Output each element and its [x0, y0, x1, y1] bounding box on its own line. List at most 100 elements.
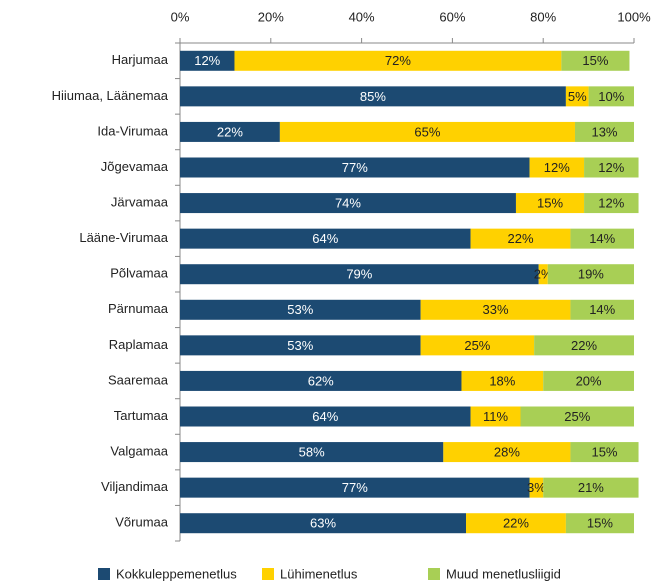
bar-segment	[561, 50, 630, 71]
y-tick-label: Harjumaa	[112, 52, 169, 67]
y-tick-label: Pärnumaa	[108, 301, 169, 316]
bar-segment	[588, 86, 634, 107]
bar-segment	[538, 264, 548, 285]
value-label: 58%	[299, 445, 325, 460]
value-label: 62%	[308, 373, 334, 388]
legend-label: Muud menetlusliigid	[446, 566, 561, 581]
bar-segment	[180, 86, 566, 107]
x-tick-label: 80%	[530, 9, 556, 24]
y-tick-label: Põlvamaa	[110, 266, 169, 281]
y-tick-label: Võrumaa	[115, 515, 169, 530]
x-tick-label: 0%	[171, 9, 190, 24]
bar-segment	[180, 513, 467, 534]
bar-segment	[180, 335, 421, 356]
x-tick-label: 40%	[349, 9, 375, 24]
value-label: 64%	[312, 231, 338, 246]
value-label: 25%	[464, 338, 490, 353]
bar-segment	[180, 264, 539, 285]
bar-segment	[180, 477, 530, 498]
value-label: 15%	[537, 196, 563, 211]
bar-segment	[565, 513, 634, 534]
value-label: 85%	[360, 89, 386, 104]
y-tick-label: Valgamaa	[110, 444, 168, 459]
value-label: 14%	[589, 231, 615, 246]
bar-segment	[443, 442, 571, 463]
y-tick-label: Ida-Virumaa	[97, 123, 168, 138]
value-label: 74%	[335, 196, 361, 211]
bar-segment	[570, 228, 634, 249]
bar-segment	[461, 370, 544, 391]
value-label: 20%	[576, 373, 602, 388]
y-tick-label: Järvamaa	[111, 195, 169, 210]
bar-segment	[547, 264, 634, 285]
bar-segment	[420, 335, 535, 356]
y-tick-label: Lääne-Virumaa	[79, 230, 168, 245]
value-label: 79%	[346, 267, 372, 282]
bar-segment	[570, 442, 639, 463]
legend-swatch	[428, 568, 440, 580]
value-label: 77%	[342, 480, 368, 495]
value-label: 22%	[571, 338, 597, 353]
value-label: 53%	[287, 302, 313, 317]
bar-segment	[543, 370, 634, 391]
value-label: 77%	[342, 160, 368, 175]
y-tick-label: Tartumaa	[114, 408, 169, 423]
bar-segment	[543, 477, 639, 498]
bar-segment	[529, 157, 585, 178]
bar-segment	[470, 406, 521, 427]
value-label: 53%	[287, 338, 313, 353]
value-label: 15%	[591, 445, 617, 460]
legend-swatch	[98, 568, 110, 580]
bar-segment	[584, 193, 639, 214]
y-tick-label: Raplamaa	[109, 337, 169, 352]
value-label: 22%	[217, 124, 243, 139]
value-label: 3%	[527, 480, 546, 495]
value-label: 21%	[578, 480, 604, 495]
value-label: 5%	[568, 89, 587, 104]
value-label: 18%	[489, 373, 515, 388]
y-tick-label: Saaremaa	[108, 372, 169, 387]
value-label: 12%	[598, 160, 624, 175]
value-label: 72%	[385, 53, 411, 68]
x-tick-label: 100%	[617, 9, 651, 24]
value-label: 15%	[587, 516, 613, 531]
value-label: 10%	[598, 89, 624, 104]
bar-segment	[470, 228, 571, 249]
value-label: 63%	[310, 516, 336, 531]
bar-segment	[574, 121, 634, 142]
legend-swatch	[262, 568, 274, 580]
bar-segment	[534, 335, 634, 356]
bar-segment	[234, 50, 562, 71]
bar-segment	[420, 299, 571, 320]
value-label: 65%	[414, 124, 440, 139]
bar-segment	[565, 86, 589, 107]
bar-segment	[180, 370, 462, 391]
bar-segment	[520, 406, 634, 427]
value-label: 19%	[578, 267, 604, 282]
value-label: 22%	[507, 231, 533, 246]
bar-segment	[515, 193, 585, 214]
value-label: 13%	[591, 124, 617, 139]
bar-segment	[180, 442, 444, 463]
value-label: 64%	[312, 409, 338, 424]
y-tick-label: Viljandimaa	[101, 479, 169, 494]
bar-segment	[180, 299, 421, 320]
bar-segment	[180, 121, 280, 142]
x-tick-label: 20%	[258, 9, 284, 24]
bar-segment	[180, 50, 235, 71]
bar-segment	[180, 406, 471, 427]
value-label: 25%	[564, 409, 590, 424]
x-tick-label: 60%	[439, 9, 465, 24]
bar-segment	[180, 157, 530, 178]
bar-segment	[570, 299, 634, 320]
value-label: 33%	[483, 302, 509, 317]
y-tick-label: Jõgevamaa	[101, 159, 169, 174]
y-tick-label: Hiiumaa, Läänemaa	[52, 88, 169, 103]
bar-segment	[279, 121, 575, 142]
bar-segment	[529, 477, 544, 498]
value-label: 22%	[503, 516, 529, 531]
bar-segment	[180, 193, 516, 214]
value-label: 11%	[483, 409, 508, 424]
bar-segment	[180, 228, 471, 249]
